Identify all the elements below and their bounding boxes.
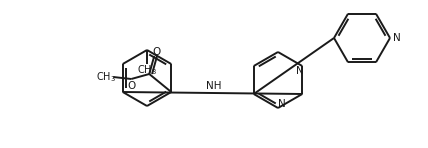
Text: CH$_3$: CH$_3$ — [137, 63, 157, 77]
Text: CH$_3$: CH$_3$ — [96, 70, 116, 84]
Text: N: N — [393, 33, 401, 43]
Text: NH: NH — [206, 81, 221, 91]
Text: N: N — [296, 66, 304, 76]
Text: O: O — [127, 81, 135, 91]
Text: O: O — [152, 47, 160, 57]
Text: N: N — [278, 99, 286, 109]
